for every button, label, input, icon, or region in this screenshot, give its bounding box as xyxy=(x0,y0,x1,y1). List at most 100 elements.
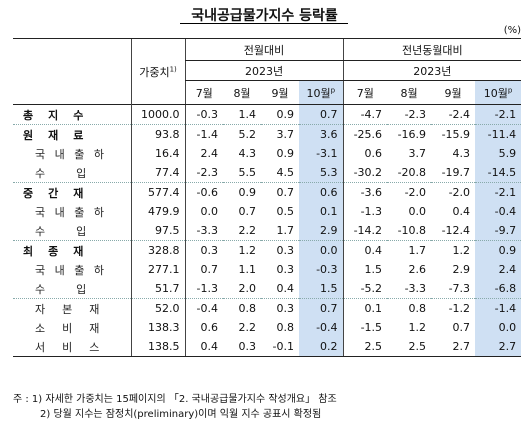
mom-cell: 4.3 xyxy=(238,147,257,160)
yoy-cell: -20.8 xyxy=(397,166,427,179)
row-label: 국 내 출 하 xyxy=(35,205,107,219)
mom-cell: 2.0 xyxy=(238,282,257,295)
weight-cell: 77.4 xyxy=(130,163,185,183)
mom-cell: 0.9 xyxy=(276,147,295,160)
mom-header: 전월대비 xyxy=(184,38,344,61)
table-title: 국내공급물가지수 등락률 xyxy=(0,5,529,25)
mom-cell: 0.7 xyxy=(238,205,257,218)
mom-month-current: 10월p xyxy=(299,80,344,105)
yoy-cell: -2.3 xyxy=(404,108,427,121)
row-label: 서 비 스 xyxy=(13,337,131,357)
yoy-cell: -0.4 xyxy=(475,202,522,221)
mom-cell: 0.3 xyxy=(184,240,223,260)
mom-cell: 2.2 xyxy=(238,321,257,334)
table-row: 서 비 스 138.5 0.4 0.3 -0.1 0.2 2.5 2.5 2.7 2.7 xyxy=(13,337,522,357)
yoy-cell: -1.4 xyxy=(475,298,522,318)
yoy-cell: -2.4 xyxy=(448,108,471,121)
yoy-cell: -25.6 xyxy=(342,124,388,144)
row-label: 중 간 재 xyxy=(13,182,131,202)
table-row: 국 내 출 하 479.9 0.0 0.7 0.5 0.1 -1.3 0.0 0.4 -0.4 xyxy=(13,202,522,221)
weight-cell: 97.5 xyxy=(130,221,185,241)
yoy-cell: -7.3 xyxy=(448,282,471,295)
yoy-cell: 0.4 xyxy=(452,205,471,218)
yoy-cell: -14.2 xyxy=(342,221,388,241)
table-row: 소 비 재 138.3 0.6 2.2 0.8 -0.4 -1.5 1.2 0.7 0.0 xyxy=(13,318,522,337)
mom-cell: 0.6 xyxy=(184,318,223,337)
table-row: 최 종 재 328.8 0.3 1.2 0.3 0.0 0.4 1.7 1.2 0.9 xyxy=(13,240,522,260)
header-row-2: 2023년 2023년 xyxy=(13,60,522,81)
yoy-cell: -2.0 xyxy=(387,182,432,202)
mom-cell: 0.7 xyxy=(299,298,344,318)
yoy-cell: 4.3 xyxy=(452,147,471,160)
mom-cell: 0.9 xyxy=(276,108,295,121)
yoy-cell: 2.5 xyxy=(387,337,432,357)
weight-cell: 138.5 xyxy=(130,337,185,357)
mom-cell: 0.3 xyxy=(276,263,295,276)
mom-year: 2023년 xyxy=(184,60,344,81)
yoy-cell: -16.9 xyxy=(387,124,432,144)
row-label: 자 본 재 xyxy=(13,298,131,318)
weight-cell: 16.4 xyxy=(130,144,185,163)
mom-cell: 0.8 xyxy=(223,298,261,318)
mom-cell: 2.4 xyxy=(184,144,223,163)
mom-cell: 2.2 xyxy=(238,224,257,237)
weight-cell: 138.3 xyxy=(130,318,185,337)
row-label: 국 내 출 하 xyxy=(35,263,107,277)
yoy-cell: -2.1 xyxy=(475,182,522,202)
yoy-month: 9월 xyxy=(431,80,476,105)
mom-cell: 0.7 xyxy=(299,104,344,125)
yoy-cell: -15.9 xyxy=(431,124,476,144)
weight-cell: 93.8 xyxy=(130,124,185,144)
mom-cell: 1.5 xyxy=(299,279,344,299)
mom-cell: 0.2 xyxy=(299,337,344,357)
mom-cell: 1.4 xyxy=(238,108,257,121)
mom-cell: 0.6 xyxy=(299,182,344,202)
mom-cell: -1.4 xyxy=(184,124,223,144)
yoy-cell: -19.7 xyxy=(441,166,471,179)
yoy-cell: -9.7 xyxy=(475,221,522,241)
mom-cell: 0.9 xyxy=(223,182,261,202)
weight-cell: 328.8 xyxy=(130,240,185,260)
yoy-cell: -1.3 xyxy=(342,202,388,221)
yoy-cell: 2.4 xyxy=(475,260,522,279)
mom-month: 8월 xyxy=(223,80,261,105)
yoy-cell: -4.7 xyxy=(342,104,388,125)
row-label: 소 비 재 xyxy=(35,321,103,335)
weight-cell: 1000.0 xyxy=(130,104,185,125)
row-label: 수 입 xyxy=(35,224,90,238)
mom-cell: 0.8 xyxy=(276,321,295,334)
header-row-3: 7월 8월 9월 10월p 7월 8월 9월 10월p xyxy=(13,80,522,105)
mom-cell: 1.1 xyxy=(238,263,257,276)
yoy-cell: 2.9 xyxy=(452,263,471,276)
mom-cell: 0.5 xyxy=(276,205,295,218)
row-label: 최 종 재 xyxy=(13,240,131,260)
row-label: 수 입 xyxy=(35,282,90,296)
label-header xyxy=(13,38,131,105)
yoy-year: 2023년 xyxy=(342,60,522,81)
mom-cell: 3.7 xyxy=(261,124,299,144)
header-row-1: 가중치1) 전월대비 전년동월대비 xyxy=(13,38,522,105)
mom-cell: 0.3 xyxy=(261,240,299,260)
yoy-cell: -6.8 xyxy=(475,279,522,299)
mom-cell: 0.4 xyxy=(184,337,223,357)
mom-cell: 5.5 xyxy=(238,166,257,179)
mom-cell: 0.3 xyxy=(261,298,299,318)
table-row: 자 본 재 52.0 -0.4 0.8 0.3 0.7 0.1 0.8 -1.2 -1.4 xyxy=(13,298,522,318)
yoy-cell: 0.0 xyxy=(408,205,427,218)
mom-month: 7월 xyxy=(184,80,223,105)
yoy-cell: 3.7 xyxy=(408,147,427,160)
table-row: 수 입 97.5 -3.3 2.2 1.7 2.9 -14.2 -10.8 -12.4 -9.7 xyxy=(13,221,522,241)
yoy-cell: 0.9 xyxy=(475,240,522,260)
weight-cell: 52.0 xyxy=(130,298,185,318)
table-row: 수 입 77.4 -2.3 5.5 4.5 5.3 -30.2 -20.8 -19.7 -14.5 xyxy=(13,163,522,183)
mom-cell: 2.9 xyxy=(299,221,344,241)
weight-cell: 51.7 xyxy=(130,279,185,299)
yoy-cell: -1.2 xyxy=(431,298,476,318)
mom-cell: 4.5 xyxy=(276,166,295,179)
yoy-cell: 0.6 xyxy=(342,144,388,163)
weight-cell: 479.9 xyxy=(130,202,185,221)
mom-cell: 0.0 xyxy=(299,240,344,260)
price-index-table: 가중치1) 전월대비 전년동월대비 2023년 2023년 7월 8월 9월 1… xyxy=(13,38,522,357)
table-row: 수 입 51.7 -1.3 2.0 0.4 1.5 -5.2 -3.3 -7.3 -6.8 xyxy=(13,279,522,299)
mom-cell: 1.2 xyxy=(223,240,261,260)
